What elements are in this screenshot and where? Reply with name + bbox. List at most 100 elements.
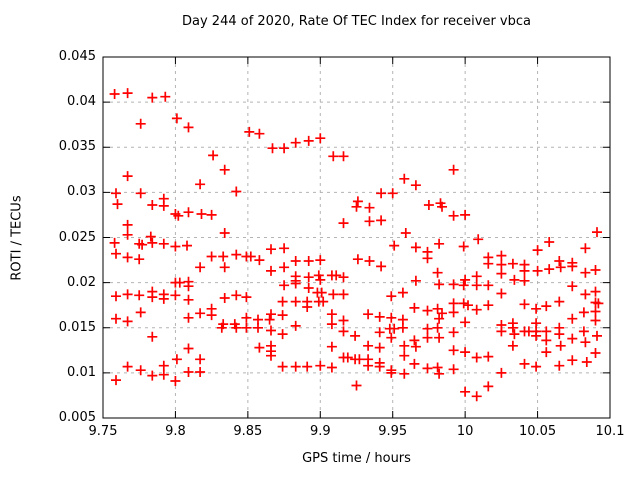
- data-point: [554, 256, 565, 266]
- data-point: [376, 215, 387, 226]
- data-point: [363, 360, 374, 371]
- y-tick-label: 0.015: [58, 319, 96, 335]
- data-point: [519, 299, 530, 310]
- data-point: [111, 188, 121, 199]
- data-point: [147, 370, 158, 381]
- data-point: [422, 332, 433, 343]
- data-point: [266, 244, 276, 255]
- data-point: [182, 240, 192, 251]
- data-point: [315, 274, 326, 285]
- data-point: [544, 264, 555, 275]
- data-point: [364, 216, 375, 227]
- data-point: [279, 243, 290, 254]
- y-tick-label: 0.03: [67, 184, 96, 200]
- data-point: [580, 289, 591, 300]
- data-point: [509, 329, 520, 340]
- data-point: [147, 92, 158, 103]
- data-point: [448, 298, 459, 309]
- data-point: [554, 360, 565, 371]
- data-point: [266, 265, 276, 276]
- data-point: [277, 329, 288, 340]
- data-point: [448, 279, 459, 290]
- data-point: [448, 327, 459, 338]
- data-point: [316, 287, 327, 298]
- data-point: [483, 280, 494, 291]
- data-point: [386, 291, 397, 302]
- data-point: [483, 300, 494, 311]
- data-point: [183, 343, 194, 354]
- data-point: [122, 361, 133, 372]
- data-point: [122, 289, 133, 300]
- data-point: [386, 367, 397, 378]
- x-tick-label: 9.75: [88, 424, 118, 439]
- data-point: [122, 88, 133, 99]
- data-point: [352, 254, 363, 265]
- data-point: [111, 313, 121, 324]
- data-point: [147, 200, 158, 210]
- data-point: [351, 380, 362, 391]
- data-point: [315, 360, 326, 371]
- data-point: [590, 286, 601, 297]
- data-point: [328, 151, 339, 162]
- data-point: [277, 296, 288, 307]
- data-point: [554, 329, 565, 340]
- data-point: [254, 128, 265, 139]
- data-point: [326, 341, 337, 352]
- data-point: [496, 268, 507, 279]
- data-point: [147, 331, 158, 342]
- data-point: [266, 325, 276, 336]
- data-point: [290, 278, 301, 289]
- data-point: [170, 241, 181, 252]
- data-point: [122, 171, 133, 182]
- data-point: [231, 322, 242, 333]
- data-point: [448, 364, 459, 375]
- data-point: [532, 245, 543, 256]
- data-point: [354, 354, 365, 365]
- data-point: [171, 113, 182, 124]
- data-point: [219, 228, 230, 238]
- data-point: [460, 209, 471, 220]
- data-point: [183, 367, 194, 377]
- y-tick-label: 0.04: [67, 94, 96, 110]
- data-point: [389, 323, 400, 334]
- data-point: [326, 362, 337, 373]
- data-point: [111, 248, 121, 259]
- data-point: [241, 322, 252, 333]
- data-point: [374, 342, 385, 353]
- data-point: [290, 296, 301, 307]
- x-tick-label: 9.8: [165, 424, 186, 439]
- data-point: [483, 351, 494, 362]
- data-point: [437, 201, 447, 212]
- data-point: [389, 240, 400, 251]
- data-point: [253, 322, 263, 333]
- data-point: [137, 239, 148, 250]
- data-point: [432, 322, 443, 333]
- data-point: [160, 91, 171, 102]
- data-point: [315, 255, 326, 266]
- data-point: [386, 312, 397, 323]
- data-point: [303, 135, 314, 146]
- data-point: [326, 319, 337, 330]
- data-point: [432, 362, 443, 373]
- data-point: [507, 258, 518, 269]
- data-point: [264, 314, 275, 325]
- data-point: [216, 322, 227, 333]
- data-point: [134, 254, 145, 265]
- data-point: [364, 256, 375, 266]
- data-point: [593, 298, 604, 309]
- data-point: [460, 274, 471, 285]
- data-point: [173, 210, 184, 221]
- data-point: [397, 287, 408, 298]
- data-point: [109, 237, 120, 248]
- data-point: [303, 283, 314, 293]
- data-point: [567, 355, 578, 366]
- data-point: [409, 335, 420, 346]
- data-point: [496, 259, 507, 270]
- data-point: [266, 350, 276, 361]
- data-point: [434, 332, 445, 343]
- data-point: [241, 312, 252, 323]
- data-point: [519, 275, 530, 286]
- data-point: [231, 290, 242, 301]
